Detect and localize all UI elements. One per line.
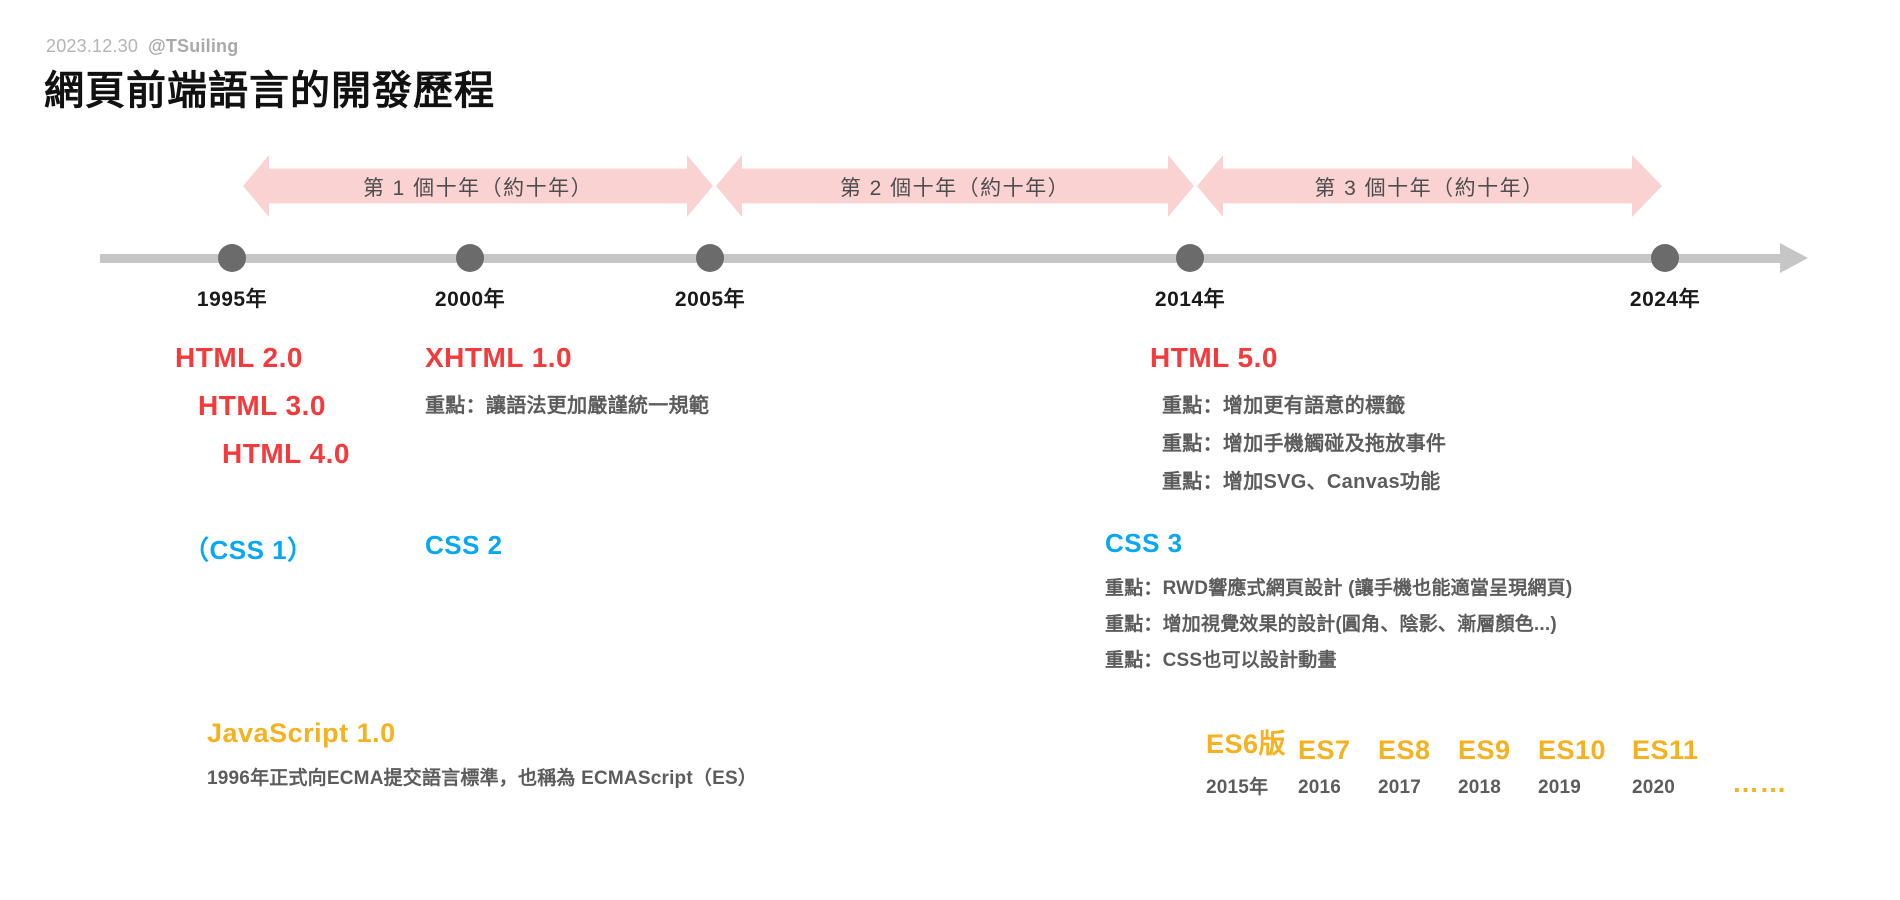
css2-title: CSS 2	[425, 530, 503, 560]
ecmascript-item-es9: ES9 2018	[1458, 735, 1538, 799]
html5-title: HTML 5.0	[1150, 342, 1278, 373]
html-version-3: HTML 3.0	[198, 390, 326, 421]
ecmascript-item-es6: ES6版 2015年	[1206, 722, 1298, 799]
ecmascript-item-more: ……	[1732, 768, 1787, 799]
decade-arrow-2: 第 2 個十年（約十年）	[716, 155, 1194, 217]
ecmascript-year-es11: 2020	[1632, 777, 1676, 798]
ecmascript-year-es6: 2015年	[1206, 777, 1269, 798]
ecmascript-year-es10: 2019	[1538, 777, 1582, 798]
ecmascript-item-es8: ES8 2017	[1378, 735, 1458, 799]
timeline-label-1995: 1995年	[196, 288, 268, 311]
html5-note-1: 重點：增加更有語意的標籤	[1162, 395, 1406, 417]
xhtml-note: 重點：讓語法更加嚴謹統一規範	[425, 395, 710, 417]
ecmascript-name-es11: ES11	[1632, 735, 1699, 765]
decade-arrow-3-label: 第 3 個十年（約十年）	[1314, 177, 1545, 200]
html-version-4: HTML 4.0	[222, 438, 350, 469]
html-version-2: HTML 2.0	[175, 342, 303, 373]
css3-title: CSS 3	[1105, 528, 1183, 558]
ecmascript-name-es7: ES7	[1298, 735, 1351, 765]
decade-arrow-1: 第 1 個十年（約十年）	[243, 155, 713, 217]
timeline-label-2024: 2024年	[1629, 288, 1701, 311]
html-versions-1995: HTML 2.0 HTML 3.0 HTML 4.0	[175, 342, 350, 486]
timeline-dot-1995	[218, 244, 246, 272]
timeline-axis	[100, 254, 1786, 263]
ecmascript-versions: ES6版 2015年 ES7 2016 ES8 2017 ES9 2018 ES…	[1206, 722, 1787, 799]
publish-date: 2023.12.30	[46, 36, 139, 56]
html5-block-2014: HTML 5.0 重點：增加更有語意的標籤 重點：增加手機觸碰及拖放事件 重點：…	[1150, 342, 1446, 501]
timeline-label-2005: 2005年	[674, 288, 746, 311]
ecmascript-ellipsis: ……	[1732, 768, 1787, 798]
css1-title: （CSS 1）	[183, 535, 314, 565]
javascript-note: 1996年正式向ECMA提交語言標準，也稱為 ECMAScript（ES）	[207, 768, 758, 789]
javascript-block: JavaScript 1.0 1996年正式向ECMA提交語言標準，也稱為 EC…	[207, 718, 757, 797]
page-title: 網頁前端語言的開發歷程	[44, 69, 495, 113]
xhtml-title: XHTML 1.0	[425, 342, 573, 373]
timeline-dot-2014	[1176, 244, 1204, 272]
ecmascript-year-es8: 2017	[1378, 777, 1422, 798]
css3-block-2014: CSS 3 重點：RWD響應式網頁設計 (讓手機也能適當呈現網頁) 重點：增加視…	[1105, 528, 1572, 679]
javascript-title: JavaScript 1.0	[207, 718, 396, 748]
css3-note-1: 重點：RWD響應式網頁設計 (讓手機也能適當呈現網頁)	[1105, 578, 1573, 599]
timeline-label-2000: 2000年	[434, 288, 506, 311]
xhtml-block-2000: XHTML 1.0 重點：讓語法更加嚴謹統一規範	[425, 342, 709, 425]
ecmascript-item-es7: ES7 2016	[1298, 735, 1378, 799]
decade-arrow-3: 第 3 個十年（約十年）	[1197, 155, 1662, 217]
timeline-dot-2005	[696, 244, 724, 272]
timeline-dot-2024	[1651, 244, 1679, 272]
byline: 2023.12.30 @TSuiling	[46, 36, 238, 57]
timeline-dot-2000	[456, 244, 484, 272]
ecmascript-year-es7: 2016	[1298, 777, 1342, 798]
decade-arrow-1-label: 第 1 個十年（約十年）	[362, 177, 594, 200]
decade-arrow-2-label: 第 2 個十年（約十年）	[839, 177, 1071, 200]
ecmascript-item-es11: ES11 2020	[1632, 735, 1732, 799]
css3-note-3: 重點：CSS也可以設計動畫	[1105, 650, 1337, 671]
ecmascript-name-es6: ES6版	[1206, 729, 1287, 759]
timeline-label-2014: 2014年	[1154, 288, 1226, 311]
ecmascript-year-es9: 2018	[1458, 777, 1502, 798]
timeline-arrow-icon	[1780, 243, 1808, 273]
author-handle: @TSuiling	[148, 36, 239, 56]
html5-note-3: 重點：增加SVG、Canvas功能	[1162, 471, 1441, 493]
ecmascript-name-es9: ES9	[1458, 735, 1511, 765]
ecmascript-item-es10: ES10 2019	[1538, 735, 1632, 799]
ecmascript-name-es10: ES10	[1538, 735, 1607, 765]
css3-note-2: 重點：增加視覺效果的設計(圓角、陰影、漸層顏色...)	[1105, 614, 1557, 635]
html5-note-2: 重點：增加手機觸碰及拖放事件	[1162, 433, 1447, 455]
ecmascript-name-es8: ES8	[1378, 735, 1431, 765]
